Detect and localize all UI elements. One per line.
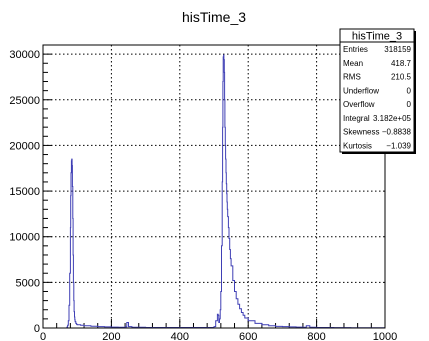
stats-title: hisTime_3 bbox=[352, 31, 402, 43]
stats-value-entries: 318159 bbox=[384, 45, 411, 54]
x-tick-label: 200 bbox=[102, 331, 120, 341]
y-tick-label: 20000 bbox=[9, 140, 40, 152]
x-tick-label: 1000 bbox=[373, 331, 397, 341]
y-tick-label: 0 bbox=[34, 323, 40, 335]
stats-box-frame bbox=[339, 28, 415, 153]
histogram-line bbox=[63, 54, 386, 329]
y-tick-label: 5000 bbox=[16, 277, 40, 289]
axis-tick-labels: 0 200 400 600 800 100005000100001500020000250… bbox=[9, 49, 397, 341]
stats-label-rms: RMS bbox=[343, 73, 361, 82]
y-tick-label: 25000 bbox=[9, 95, 40, 107]
x-tick-label: 600 bbox=[239, 331, 257, 341]
stats-value-rms: 210.5 bbox=[391, 73, 412, 82]
stats-label-entries: Entries bbox=[343, 45, 368, 54]
y-tick-label: 15000 bbox=[9, 186, 40, 198]
y-tick-label: 30000 bbox=[9, 49, 40, 61]
x-tick-label: 800 bbox=[307, 331, 325, 341]
stats-label-mean: Mean bbox=[343, 59, 363, 68]
plot-frame bbox=[42, 44, 386, 329]
stats-label-overflow: Overflow bbox=[343, 100, 375, 109]
chart-title: hisTime_3 bbox=[182, 9, 246, 25]
stats-value-underflow: 0 bbox=[407, 86, 412, 95]
stats-value-overflow: 0 bbox=[407, 100, 412, 109]
grid bbox=[43, 45, 385, 328]
x-tick-label: 400 bbox=[171, 331, 189, 341]
axis-ticks bbox=[42, 53, 386, 329]
stats-label-kurtosis: Kurtosis bbox=[343, 141, 372, 150]
stats-value-kurtosis: −1.039 bbox=[386, 141, 411, 150]
stats-label-skewness: Skewness bbox=[343, 128, 379, 137]
stats-value-integral: 3.182e+05 bbox=[373, 114, 412, 123]
y-tick-label: 10000 bbox=[9, 232, 40, 244]
x-tick-label: 0 bbox=[40, 331, 46, 341]
stats-box: hisTime_3 Entries 318159 Mean 418.7 RMS 210.5 U… bbox=[339, 28, 416, 154]
stats-label-underflow: Underflow bbox=[343, 86, 379, 95]
stats-value-mean: 418.7 bbox=[391, 59, 412, 68]
stats-label-integral: Integral bbox=[343, 114, 370, 123]
stats-value-skewness: −0.8838 bbox=[382, 128, 412, 137]
